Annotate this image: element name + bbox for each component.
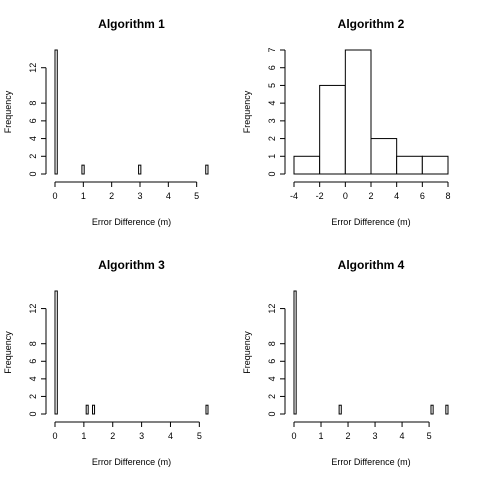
y-tick-label: 4 [267, 101, 277, 106]
histogram-bar [85, 404, 89, 415]
y-tick-label: 0 [267, 171, 277, 176]
chart-title: Algorithm 1 [98, 17, 165, 31]
y-tick-label: 0 [28, 411, 38, 416]
histogram-bar [205, 164, 209, 175]
y-tick-label: 4 [267, 376, 277, 381]
x-tick-label: 3 [373, 431, 378, 441]
histogram-bar [92, 404, 96, 415]
y-tick-label: 7 [267, 47, 277, 52]
chart-title: Algorithm 3 [98, 258, 165, 272]
x-axis-label: Error Difference (m) [92, 217, 171, 227]
x-tick-label: 0 [343, 191, 348, 201]
x-axis-label: Error Difference (m) [92, 457, 171, 467]
y-axis-label: Frequency [3, 90, 13, 133]
x-tick-label: 5 [427, 431, 432, 441]
x-tick-label: 3 [139, 431, 144, 441]
histogram-bar [319, 84, 346, 175]
y-axis-label: Frequency [242, 90, 252, 133]
histogram-bar [338, 404, 342, 415]
y-tick-label: 8 [28, 101, 38, 106]
y-tick-label: 2 [28, 394, 38, 399]
x-tick-label: 4 [394, 191, 399, 201]
x-tick-label: 8 [445, 191, 450, 201]
histogram-bar [81, 164, 85, 175]
histogram-bar [370, 138, 398, 175]
histogram-bar [430, 404, 434, 415]
y-tick-label: 6 [267, 65, 277, 70]
y-tick-label: 6 [28, 118, 38, 123]
x-tick-label: 0 [52, 431, 57, 441]
x-tick-label: 4 [400, 431, 405, 441]
y-tick-label: 3 [267, 118, 277, 123]
x-tick-label: 0 [291, 431, 296, 441]
histogram-bar [445, 404, 449, 415]
histogram-bar [54, 49, 58, 175]
x-tick-label: 4 [166, 191, 171, 201]
x-tick-label: -2 [316, 191, 324, 201]
histogram-bar [421, 155, 449, 175]
x-tick-label: 2 [110, 431, 115, 441]
y-tick-label: 8 [267, 341, 277, 346]
y-tick-label: 4 [28, 136, 38, 141]
histogram-bar [54, 290, 58, 415]
x-tick-label: -4 [290, 191, 298, 201]
y-tick-label: 0 [28, 171, 38, 176]
histogram-bar [138, 164, 142, 175]
x-tick-label: 2 [109, 191, 114, 201]
chart-title: Algorithm 4 [338, 258, 405, 272]
x-tick-label: 2 [368, 191, 373, 201]
x-tick-label: 4 [168, 431, 173, 441]
histogram-bar [396, 155, 423, 175]
chart-title: Algorithm 2 [338, 17, 405, 31]
histogram-bar [293, 155, 321, 175]
histogram-bar [293, 290, 297, 415]
y-axis-label: Frequency [242, 331, 252, 374]
y-tick-label: 12 [267, 304, 277, 314]
y-tick-label: 2 [267, 394, 277, 399]
y-tick-label: 5 [267, 83, 277, 88]
histogram-bar [344, 49, 372, 175]
x-tick-label: 2 [346, 431, 351, 441]
x-tick-label: 3 [137, 191, 142, 201]
y-tick-label: 6 [267, 359, 277, 364]
x-tick-label: 5 [197, 431, 202, 441]
x-tick-label: 0 [52, 191, 57, 201]
y-tick-label: 2 [267, 136, 277, 141]
x-tick-label: 5 [194, 191, 199, 201]
y-tick-label: 4 [28, 376, 38, 381]
x-tick-label: 1 [319, 431, 324, 441]
x-axis-label: Error Difference (m) [331, 457, 410, 467]
y-tick-label: 1 [267, 154, 277, 159]
x-axis-label: Error Difference (m) [331, 217, 410, 227]
y-axis-label: Frequency [3, 331, 13, 374]
y-tick-label: 12 [28, 63, 38, 73]
y-tick-label: 0 [267, 411, 277, 416]
histogram-bar [205, 404, 209, 415]
y-tick-label: 12 [28, 304, 38, 314]
y-tick-label: 2 [28, 154, 38, 159]
x-tick-label: 6 [420, 191, 425, 201]
x-tick-label: 1 [81, 431, 86, 441]
y-tick-label: 6 [28, 359, 38, 364]
x-tick-label: 1 [81, 191, 86, 201]
y-tick-label: 8 [28, 341, 38, 346]
